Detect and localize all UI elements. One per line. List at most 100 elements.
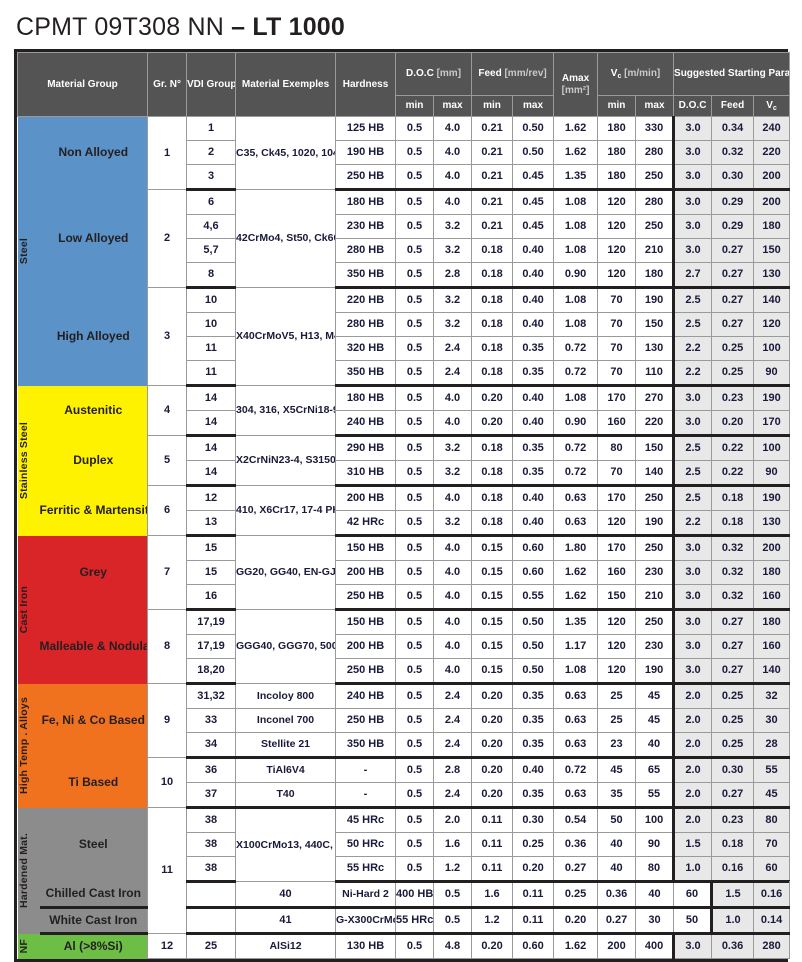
vc-min-value: 170 (597, 385, 637, 411)
suggested-vc-value: 200 (753, 189, 791, 215)
feed-max-value: 0.40 (512, 385, 555, 411)
suggested-feed-value: 0.34 (711, 116, 755, 141)
header-feed: Feed [mm/rev] (471, 52, 555, 96)
feed-min-value: 0.11 (471, 832, 514, 857)
vdi-group: 14 (186, 410, 237, 437)
suggested-feed-value: 0.32 (711, 535, 755, 561)
vc-max-value: 250 (635, 535, 675, 561)
page-title-part1: CPMT 09T308 NN (16, 13, 232, 41)
vc-max-value: 280 (635, 140, 675, 165)
vc-min-value: 50 (597, 807, 637, 833)
doc-min-value: 0.5 (395, 933, 435, 959)
doc-max-value: 1.2 (433, 856, 473, 883)
hardness-value: 240 HB (335, 410, 397, 437)
feed-min-value: 0.20 (471, 933, 514, 959)
suggested-vc-value: 90 (753, 460, 791, 487)
vc-min-value: 70 (597, 312, 637, 337)
header-suggested-doc: D.O.C (673, 95, 713, 117)
suggested-feed-value: 0.32 (711, 140, 755, 165)
vdi-group: 10 (186, 287, 237, 313)
doc-max-value: 2.4 (433, 336, 473, 361)
amax-value: 0.36 (553, 832, 599, 857)
doc-max-value: 1.6 (471, 881, 514, 909)
suggested-vc-value: 280 (753, 933, 791, 959)
suggested-vc-value: 28 (753, 732, 791, 759)
suggested-vc-value: 32 (753, 683, 791, 709)
amax-value: 1.62 (553, 560, 599, 585)
amax-value: 0.54 (553, 807, 599, 833)
feed-max-value: 0.20 (553, 907, 599, 935)
family-strip-cast-iron: Cast Iron (17, 535, 40, 684)
feed-max-value: 0.25 (553, 881, 599, 909)
doc-min-value: 0.5 (395, 757, 435, 783)
vc-min-value: 120 (597, 609, 637, 635)
suggested-doc-value: 3.0 (672, 164, 713, 191)
suggested-doc-value: 1.0 (710, 907, 755, 935)
amax-value: 0.63 (553, 485, 599, 511)
feed-min-value: 0.20 (471, 410, 514, 437)
suggested-doc-value: 3.0 (672, 214, 713, 239)
feed-max-value: 0.35 (512, 435, 555, 461)
vdi-group: 33 (186, 708, 237, 733)
doc-max-value: 4.8 (433, 933, 473, 959)
subgroup-label: Austenitic (39, 385, 148, 436)
amax-value: 1.80 (553, 535, 599, 561)
feed-min-value: 0.18 (471, 262, 514, 289)
vc-min-value: 70 (597, 360, 637, 387)
doc-min-value: 0.5 (395, 634, 435, 659)
vdi-group: 25 (186, 933, 237, 959)
suggested-feed-value: 0.14 (753, 907, 791, 935)
doc-min-value: 0.5 (395, 140, 435, 165)
subgroup-label: Duplex (39, 435, 148, 486)
hardness-value: 42 HRc (335, 510, 397, 537)
doc-max-value: 4.0 (433, 410, 473, 437)
suggested-doc-value: 3.0 (672, 658, 713, 685)
doc-min-value: 0.5 (395, 609, 435, 635)
doc-min-value: 0.5 (395, 116, 435, 141)
vdi-group: 10 (186, 312, 237, 337)
suggested-doc-value: 3.0 (672, 410, 713, 437)
group-number: 1 (147, 116, 188, 190)
suggested-doc-value: 3.0 (672, 535, 713, 561)
table-row: Stainless Steel Austenitic 4 14 304, 316, X5… (17, 385, 791, 536)
table-row: 5,7 280 HB 0.5 3.2 0.18 0.40 1.08 120 210 3.0 0.27… (18, 238, 791, 263)
hardness-value: 350 HB (335, 360, 397, 387)
header-amax-label: Amax (561, 73, 590, 84)
vc-min-value: 120 (597, 262, 637, 289)
vc-min-value: 120 (597, 634, 637, 659)
amax-value: 1.08 (553, 287, 599, 313)
suggested-doc-value: 3.0 (672, 560, 713, 585)
feed-min-value: 0.20 (471, 732, 514, 759)
suggested-vc-value: 30 (753, 708, 791, 733)
feed-max-value: 0.30 (512, 807, 555, 833)
doc-max-value: 3.2 (433, 312, 473, 337)
amax-value: 0.63 (553, 683, 599, 709)
doc-min-value: 0.5 (395, 360, 435, 387)
suggested-doc-value: 2.2 (672, 510, 713, 537)
family-strip-nf: NF (17, 933, 40, 959)
amax-value: 1.08 (553, 214, 599, 239)
vc-min-value: 120 (597, 510, 637, 537)
suggested-feed-value: 0.29 (711, 214, 755, 239)
hardness-value: 55 HRc (335, 856, 397, 883)
suggested-doc-value: 3.0 (672, 584, 713, 611)
header-doc-unit: [mm] (436, 68, 462, 80)
vc-min-value: 40 (597, 856, 637, 883)
suggested-vc-value: 70 (753, 832, 791, 857)
suggested-vc-value: 90 (753, 360, 791, 387)
header-doc-max: max (433, 95, 473, 117)
doc-min-value: 0.5 (395, 584, 435, 611)
hardness-value: 250 HB (335, 584, 397, 611)
hardness-value: 50 HRc (335, 832, 397, 857)
group-number: 5 (147, 435, 188, 486)
suggested-doc-value: 3.0 (672, 140, 713, 165)
feed-min-value: 0.15 (471, 658, 514, 685)
doc-max-value: 4.0 (433, 140, 473, 165)
feed-min-value: 0.18 (471, 312, 514, 337)
vc-min-value: 35 (597, 782, 637, 809)
hardness-value: 320 HB (335, 336, 397, 361)
cutting-data-table: Material Group Gr. N° VDI Group Material… (16, 52, 791, 959)
table-header: Material Group Gr. N° VDI Group Material… (16, 52, 791, 117)
hardness-value: 180 HB (335, 385, 397, 411)
group-number (186, 907, 237, 935)
